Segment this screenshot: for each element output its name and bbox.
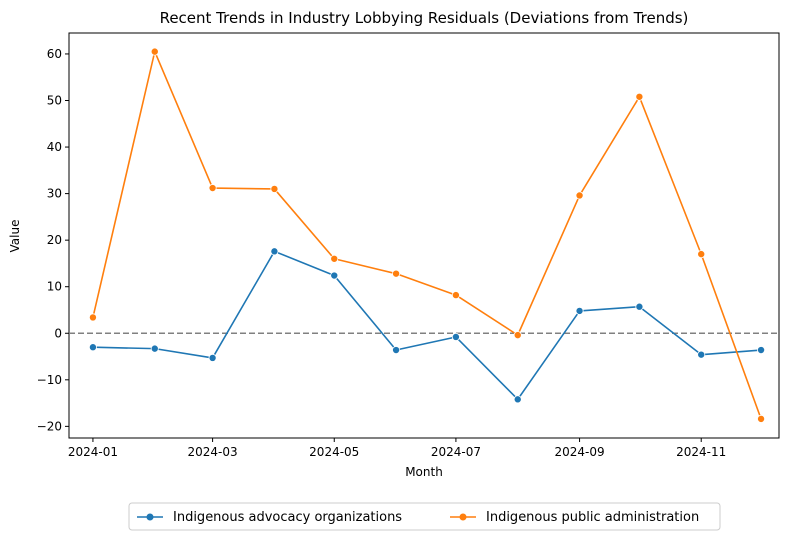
x-tick-label: 2024-07 — [431, 445, 481, 459]
data-point — [513, 395, 522, 404]
data-point — [757, 414, 766, 423]
data-point — [451, 291, 460, 300]
series-line — [92, 250, 762, 401]
y-tick-label: 30 — [47, 187, 62, 201]
data-point — [635, 92, 644, 101]
x-tick-label: 2024-11 — [676, 445, 726, 459]
y-tick-label: −20 — [37, 419, 62, 433]
data-point — [513, 331, 522, 340]
data-point — [697, 350, 706, 359]
legend-swatch-marker — [146, 513, 154, 521]
data-point — [697, 250, 706, 259]
y-tick-label: −10 — [37, 373, 62, 387]
data-point — [451, 332, 460, 341]
series-group — [88, 47, 766, 423]
data-point — [330, 254, 339, 263]
legend-entry-2: Indigenous public administration — [450, 510, 699, 525]
data-point — [270, 247, 279, 256]
data-point — [635, 302, 644, 311]
y-axis: −20 −10 0 10 20 30 40 50 60 — [37, 47, 69, 433]
y-tick-label: 40 — [47, 140, 62, 154]
x-tick-label: 2024-09 — [554, 445, 604, 459]
legend-frame — [128, 502, 721, 531]
data-point — [150, 47, 159, 56]
y-tick-label: 20 — [47, 233, 62, 247]
y-tick-label: 10 — [47, 280, 62, 294]
x-axis: 2024-01 2024-03 2024-05 2024-07 2024-09 2024-… — [68, 438, 726, 459]
series-line — [92, 50, 762, 420]
data-point — [392, 346, 401, 355]
data-point — [575, 306, 584, 315]
legend-label: Indigenous public administration — [486, 510, 699, 525]
data-point — [208, 353, 217, 362]
plot-frame — [68, 32, 780, 439]
data-point — [392, 269, 401, 278]
data-point — [330, 271, 339, 280]
chart-title: Recent Trends in Industry Lobbying Resid… — [160, 9, 689, 27]
x-tick-label: 2024-05 — [309, 445, 359, 459]
legend: Indigenous advocacy organizations Indige… — [128, 502, 721, 531]
data-point — [88, 343, 97, 352]
y-tick-label: 60 — [47, 47, 62, 61]
data-point — [575, 191, 584, 200]
data-point — [208, 184, 217, 193]
plot-area — [68, 32, 780, 439]
data-point — [757, 346, 766, 355]
data-point — [88, 313, 97, 322]
y-axis-label: Value — [8, 220, 22, 253]
data-point — [270, 184, 279, 193]
series-2 — [88, 47, 766, 423]
y-tick-label: 50 — [47, 94, 62, 108]
data-point — [150, 344, 159, 353]
x-tick-label: 2024-03 — [188, 445, 238, 459]
y-tick-label: 0 — [54, 326, 62, 340]
series-1 — [88, 247, 766, 404]
x-axis-label: Month — [405, 465, 443, 479]
legend-label: Indigenous advocacy organizations — [173, 510, 402, 525]
legend-entry-1: Indigenous advocacy organizations — [137, 510, 402, 525]
legend-swatch-marker — [459, 513, 467, 521]
x-tick-label: 2024-01 — [68, 445, 118, 459]
